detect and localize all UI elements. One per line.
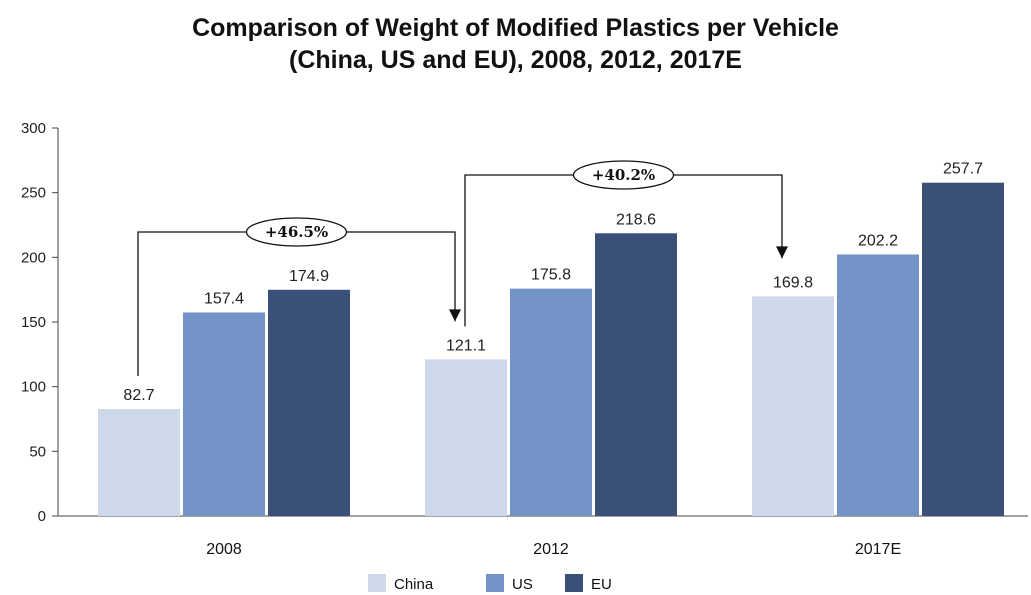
bar-us-2008 — [183, 312, 265, 516]
legend-swatch-us — [486, 574, 504, 592]
data-label: 174.9 — [289, 268, 329, 285]
y-tick-label: 150 — [21, 314, 46, 331]
x-tick-label: 2017E — [855, 541, 901, 558]
growth-badge — [245, 217, 348, 247]
y-tick-label: 100 — [21, 379, 46, 396]
bar-eu-2008 — [268, 289, 350, 516]
y-tick-label: 0 — [38, 508, 46, 525]
data-label: 257.7 — [943, 161, 983, 178]
growth-label: +40.2% — [592, 166, 655, 184]
bar-us-2012 — [510, 288, 592, 516]
legend-label-us: US — [512, 576, 533, 593]
bar-eu-2017e — [922, 182, 1004, 516]
bar-us-2017e — [837, 254, 919, 516]
chart-title-line-1: Comparison of Weight of Modified Plastic… — [192, 14, 839, 42]
data-label: 157.4 — [204, 290, 244, 307]
data-label: 121.1 — [446, 337, 486, 354]
data-label: 202.2 — [858, 232, 898, 249]
data-label: 82.7 — [123, 387, 154, 404]
chart-title-line-2: (China, US and EU), 2008, 2012, 2017E — [289, 46, 742, 74]
bar-eu-2012 — [595, 233, 677, 516]
y-tick-label: 250 — [21, 185, 46, 202]
legend-label-eu: EU — [591, 576, 612, 593]
growth-badge — [572, 160, 675, 190]
data-label: 169.8 — [773, 274, 813, 291]
x-tick-label: 2008 — [206, 541, 242, 558]
bar-china-2017e — [752, 296, 834, 516]
legend-swatch-china — [368, 574, 386, 592]
y-tick-label: 50 — [29, 443, 46, 460]
bar-china-2008 — [98, 409, 180, 516]
y-tick-label: 300 — [21, 120, 46, 137]
data-label: 218.6 — [616, 211, 656, 228]
legend-swatch-eu — [565, 574, 583, 592]
bar-china-2012 — [425, 359, 507, 516]
x-tick-label: 2012 — [533, 541, 569, 558]
legend-label-china: China — [394, 576, 434, 593]
y-tick-label: 200 — [21, 249, 46, 266]
data-label: 175.8 — [531, 267, 571, 284]
arrowhead-icon — [776, 246, 788, 259]
growth-label: +46.5% — [265, 223, 328, 241]
arrowhead-icon — [449, 309, 461, 322]
